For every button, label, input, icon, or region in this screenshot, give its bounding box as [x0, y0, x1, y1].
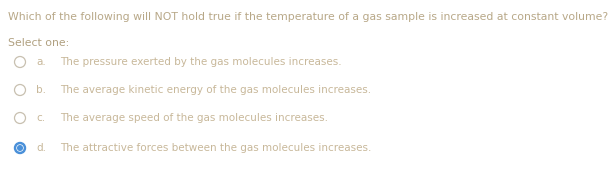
Text: The attractive forces between the gas molecules increases.: The attractive forces between the gas mo… [60, 143, 371, 153]
Text: c.: c. [36, 113, 45, 123]
Text: b.: b. [36, 85, 46, 95]
Text: The pressure exerted by the gas molecules increases.: The pressure exerted by the gas molecule… [60, 57, 341, 67]
Circle shape [15, 143, 26, 153]
Text: The average speed of the gas molecules increases.: The average speed of the gas molecules i… [60, 113, 328, 123]
Text: The average kinetic energy of the gas molecules increases.: The average kinetic energy of the gas mo… [60, 85, 371, 95]
Text: Select one:: Select one: [8, 38, 69, 48]
Circle shape [17, 145, 23, 151]
Text: d.: d. [36, 143, 46, 153]
Circle shape [18, 146, 22, 150]
Text: a.: a. [36, 57, 46, 67]
Text: Which of the following will NOT hold true if the temperature of a gas sample is : Which of the following will NOT hold tru… [8, 12, 608, 22]
